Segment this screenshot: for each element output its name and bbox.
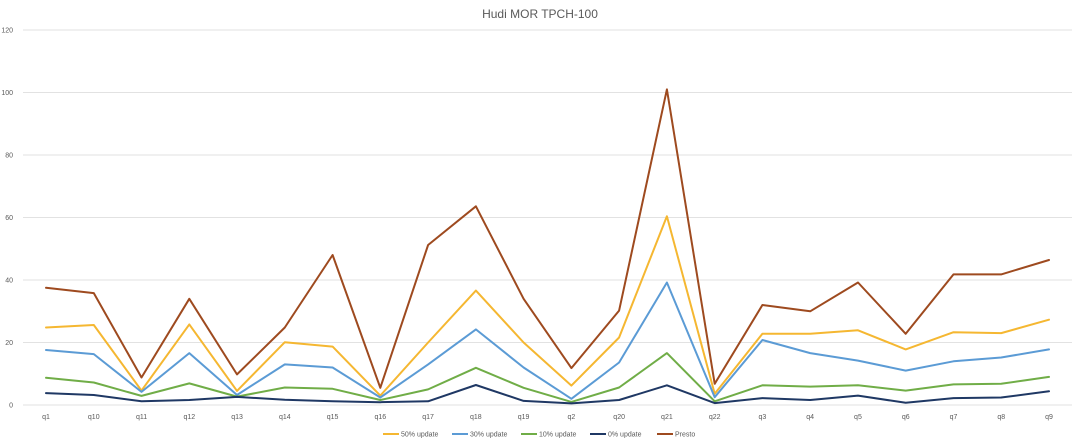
x-tick-label: q17: [422, 414, 434, 421]
x-axis-ticks: q1 q10 q11 q12 q13 q14 q15 q16 q17 q18 q19 q2 q20 q21…: [42, 414, 1053, 421]
y-tick-label: 0: [9, 403, 13, 410]
x-tick-label: q15: [327, 414, 339, 421]
legend-label-10-update: 10% update: [539, 432, 576, 439]
x-tick-label: q8: [997, 414, 1005, 421]
x-tick-label: q7: [950, 414, 958, 421]
legend: 50% update 30% update 10% update 0% update P…: [383, 432, 695, 439]
y-tick-label: 80: [5, 153, 13, 160]
legend-label-presto: Presto: [675, 432, 695, 439]
x-tick-label: q13: [231, 414, 243, 421]
series-lines: [45, 88, 1050, 405]
series-line-0-update: [45, 384, 1050, 405]
x-tick-label: q5: [854, 414, 862, 421]
y-tick-label: 120: [1, 28, 13, 35]
x-tick-label: q1: [42, 414, 50, 421]
legend-label-30-update: 30% update: [470, 432, 507, 439]
x-tick-label: q19: [518, 414, 530, 421]
y-tick-label: 100: [1, 90, 13, 97]
y-tick-label: 60: [5, 215, 13, 222]
x-tick-label: q18: [470, 414, 482, 421]
x-tick-label: q20: [613, 414, 625, 421]
gridlines: [23, 29, 1072, 406]
legend-label-0-update: 0% update: [608, 432, 642, 439]
y-axis-ticks: 0 20 40 60 80 100 120: [1, 28, 13, 410]
x-tick-label: q22: [709, 414, 721, 421]
x-tick-label: q6: [902, 414, 910, 421]
x-tick-label: q10: [88, 414, 100, 421]
chart-title: Hudi MOR TPCH-100: [482, 7, 598, 21]
legend-label-50-update: 50% update: [401, 432, 438, 439]
x-tick-label: q2: [567, 414, 575, 421]
x-tick-label: q12: [183, 414, 195, 421]
series-line-10-update: [45, 352, 1050, 403]
x-tick-label: q14: [279, 414, 291, 421]
series-line-50-update: [45, 215, 1050, 397]
x-tick-label: q3: [759, 414, 767, 421]
x-tick-label: q16: [374, 414, 386, 421]
series-line-presto: [45, 88, 1050, 389]
x-tick-label: q9: [1045, 414, 1053, 421]
x-tick-label: q11: [136, 414, 147, 421]
x-tick-label: q21: [661, 414, 673, 421]
x-tick-label: q4: [806, 414, 814, 421]
series-line-30-update: [45, 281, 1050, 400]
y-tick-label: 40: [5, 278, 13, 285]
y-tick-label: 20: [5, 340, 13, 347]
